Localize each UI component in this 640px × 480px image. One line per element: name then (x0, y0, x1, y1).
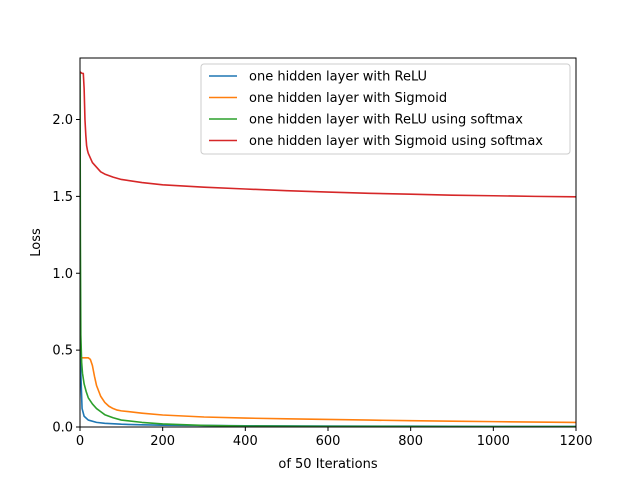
legend-label-2: one hidden layer with Sigmoid (249, 91, 447, 106)
x-tick-label: 400 (233, 434, 258, 449)
legend-label-1: one hidden layer with ReLU (249, 70, 427, 85)
x-tick-label: 1200 (559, 434, 592, 449)
x-axis-ticks: 0 200 400 600 800 1000 1200 (76, 427, 593, 449)
series-line-1 (80, 265, 576, 427)
series-line-2 (80, 357, 576, 424)
y-tick-label: 0.5 (52, 344, 73, 359)
x-tick-label: 1000 (477, 434, 510, 449)
y-axis-ticks: 0.0 0.5 1.0 1.5 2.0 (52, 113, 80, 436)
series-layer (80, 71, 576, 427)
y-axis-label: Loss (29, 228, 44, 257)
legend: one hidden layer with ReLU one hidden lay… (200, 63, 571, 155)
y-tick-label: 2.0 (52, 113, 73, 128)
y-tick-label: 1.5 (52, 190, 73, 205)
x-tick-label: 0 (76, 434, 84, 449)
y-tick-label: 0.0 (52, 421, 73, 436)
series-line-3 (80, 71, 576, 427)
x-tick-label: 200 (150, 434, 175, 449)
x-tick-label: 800 (398, 434, 423, 449)
series-line-4 (80, 71, 576, 198)
legend-label-4: one hidden layer with Sigmoid using soft… (249, 134, 543, 149)
legend-label-3: one hidden layer with ReLU using softmax (249, 113, 523, 128)
x-axis-label: of 50 Iterations (278, 457, 377, 472)
legend-box (200, 63, 571, 155)
x-tick-label: 600 (316, 434, 341, 449)
y-tick-label: 1.0 (52, 267, 73, 282)
